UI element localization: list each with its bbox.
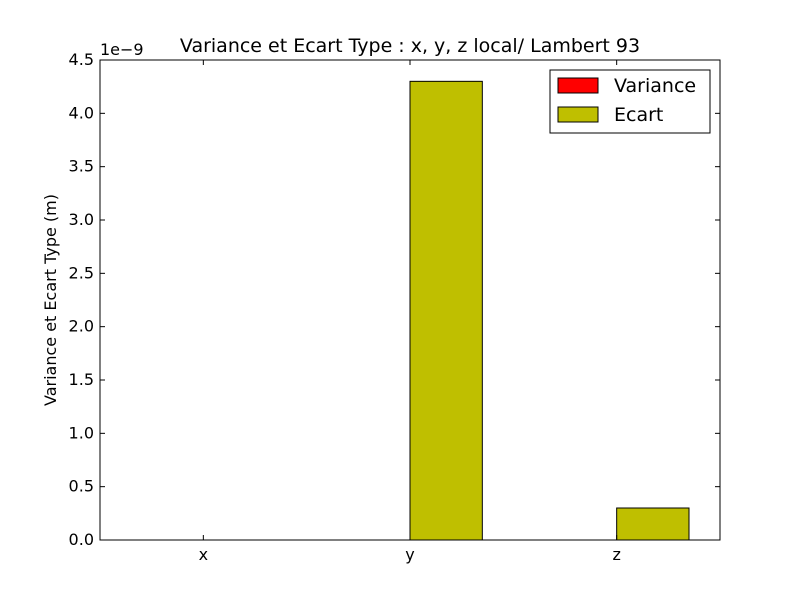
legend: Variance Ecart <box>549 69 711 134</box>
x-tick-label-z: z <box>612 545 620 564</box>
chart-title: Variance et Ecart Type : x, y, z local/ … <box>180 35 640 57</box>
x-tick-label-x: x <box>199 545 208 564</box>
y-tick-label: 2.0 <box>69 317 94 336</box>
y-axis-label: Variance et Ecart Type (m) <box>41 194 60 406</box>
bar-ecart-y <box>409 80 483 541</box>
bar-ecart-z <box>616 507 690 541</box>
y-tick-label: 0.5 <box>69 477 94 496</box>
y-tick-label: 1.0 <box>69 423 94 442</box>
legend-swatch-variance <box>557 77 599 94</box>
legend-label-ecart: Ecart <box>614 104 663 126</box>
y-axis-offset-label: 1e−9 <box>100 40 144 59</box>
y-tick-label: 4.0 <box>69 103 94 122</box>
legend-label-variance: Variance <box>614 75 696 97</box>
bars-layer <box>409 80 690 541</box>
y-tick-label: 4.5 <box>69 50 94 69</box>
ticks-layer: 0.0 0.5 1.0 1.5 2.0 2.5 3.0 3.5 4.0 4.5 x y z <box>69 50 720 564</box>
y-tick-label: 1.5 <box>69 370 94 389</box>
legend-swatch-ecart <box>557 106 599 123</box>
y-tick-label: 3.0 <box>69 210 94 229</box>
y-tick-label: 0.0 <box>69 530 94 549</box>
y-tick-label: 2.5 <box>69 263 94 282</box>
x-tick-label-y: y <box>405 545 414 564</box>
y-tick-label: 3.5 <box>69 157 94 176</box>
